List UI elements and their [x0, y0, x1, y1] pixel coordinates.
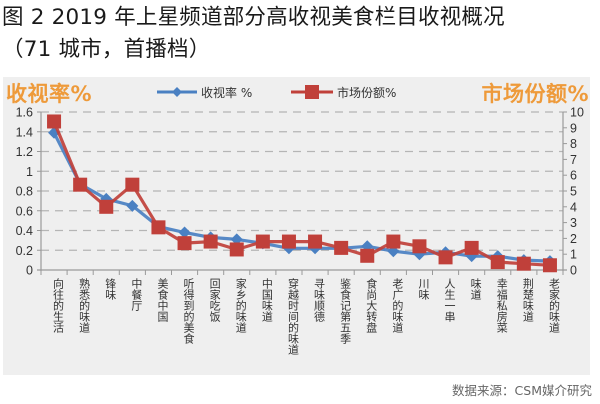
svg-text:10: 10: [570, 106, 584, 120]
legend-line-square-icon: [291, 85, 333, 99]
category-label: 中国味道: [260, 278, 273, 322]
category-label: 荆楚味道: [521, 278, 534, 322]
series-rating: [48, 126, 556, 268]
svg-text:2: 2: [570, 232, 577, 246]
category-label: 味道: [469, 278, 482, 300]
chart-title-line-2: （71 城市，首播档）: [2, 37, 211, 62]
category-label: 回家吃饭: [208, 278, 221, 323]
data-point-square: [229, 242, 244, 257]
data-point-square: [412, 239, 427, 254]
svg-text:1.2: 1.2: [16, 145, 33, 159]
category-label: 穿越时间的味道: [286, 277, 299, 355]
data-point-square: [360, 248, 375, 263]
right-axis-ticks: 0 1 2 3 45 6 7 8 910: [563, 106, 584, 278]
data-point-square: [255, 234, 270, 249]
svg-text:0: 0: [26, 264, 33, 278]
category-label: 老家的味道: [547, 278, 560, 333]
svg-text:0.4: 0.4: [16, 224, 33, 238]
data-point-square: [125, 177, 140, 192]
category-label: 熟悉的味道: [78, 277, 91, 333]
legend-item-share: 市场份额%: [291, 84, 396, 100]
data-point-square: [386, 234, 401, 249]
svg-text:5: 5: [570, 185, 577, 199]
chart-panel: [3, 77, 590, 375]
legend-label-rating: 收视率 %: [201, 85, 253, 100]
svg-text:1.4: 1.4: [16, 125, 33, 139]
data-point-square: [464, 240, 479, 255]
category-label: 向往的生活: [52, 277, 65, 334]
category-label: 食尚大转盘: [365, 277, 378, 333]
svg-text:1: 1: [570, 248, 577, 262]
data-point-square: [203, 234, 218, 249]
data-point-square: [73, 177, 88, 192]
data-point-square: [516, 256, 531, 271]
legend-label-share: 市场份额%: [337, 85, 397, 100]
chart-title: 图 2 2019 年上星频道部分高收视美食栏目收视概况 （71 城市，首播档）: [2, 2, 598, 66]
category-label: 幸福私房菜: [495, 278, 508, 334]
svg-text:0.6: 0.6: [16, 204, 33, 218]
category-label: 老广的味道: [391, 278, 404, 333]
svg-text:9: 9: [570, 121, 577, 135]
svg-text:1: 1: [26, 165, 33, 179]
data-point-square: [308, 234, 323, 249]
svg-text:7: 7: [570, 153, 577, 167]
svg-text:0.2: 0.2: [16, 244, 33, 258]
svg-text:4: 4: [570, 200, 577, 214]
svg-text:8: 8: [570, 137, 577, 151]
left-axis-title: 收视率%: [6, 82, 93, 106]
legend-line-diamond-icon: [157, 87, 197, 97]
category-label: 锋味: [104, 278, 117, 300]
category-label: 听得到的美食: [182, 278, 195, 345]
data-point-square: [177, 236, 192, 251]
svg-text:0: 0: [570, 264, 577, 278]
svg-text:1.6: 1.6: [16, 106, 33, 120]
data-point-diamond: [178, 226, 191, 239]
category-label: 川味: [417, 278, 430, 300]
data-point-square: [281, 234, 296, 249]
category-label: 家乡的味道: [234, 277, 247, 333]
gridlines: [41, 111, 563, 251]
category-label: 寻味顺德: [313, 278, 326, 323]
category-label: 中餐厅: [130, 278, 143, 311]
data-point-square: [490, 255, 505, 270]
series-share: [47, 114, 557, 273]
chart-title-line-1: 图 2 2019 年上星频道部分高收视美食栏目收视概况: [2, 5, 505, 30]
svg-text:3: 3: [570, 216, 577, 230]
category-label: 鉴食记第五季: [339, 278, 352, 345]
legend-item-rating: 收视率 %: [157, 84, 252, 100]
data-point-square: [151, 220, 166, 235]
svg-text:6: 6: [570, 169, 577, 183]
category-label: 人生一串: [443, 278, 456, 323]
x-axis-categories: 向往的生活 熟悉的味道 锋味 中餐厅 美食中国 听得到的美食 回家吃饭 家乡的味道 中国味道 穿越…: [40, 270, 564, 355]
data-point-square: [542, 258, 557, 273]
data-point-square: [47, 114, 62, 129]
data-point-square: [99, 199, 114, 214]
data-point-square: [334, 240, 349, 255]
data-source-note: 数据来源：CSM媒介研究: [452, 383, 592, 398]
data-point-diamond: [126, 199, 139, 212]
svg-text:0.8: 0.8: [16, 185, 33, 199]
right-axis-title: 市场份额%: [481, 82, 589, 106]
left-axis-ticks: 0 0.2 0.4 0.6 0.8 1 1.2 1.4 1.6: [16, 106, 41, 278]
data-point-diamond: [230, 233, 243, 246]
category-label: 美食中国: [156, 278, 169, 323]
data-point-square: [438, 250, 453, 265]
